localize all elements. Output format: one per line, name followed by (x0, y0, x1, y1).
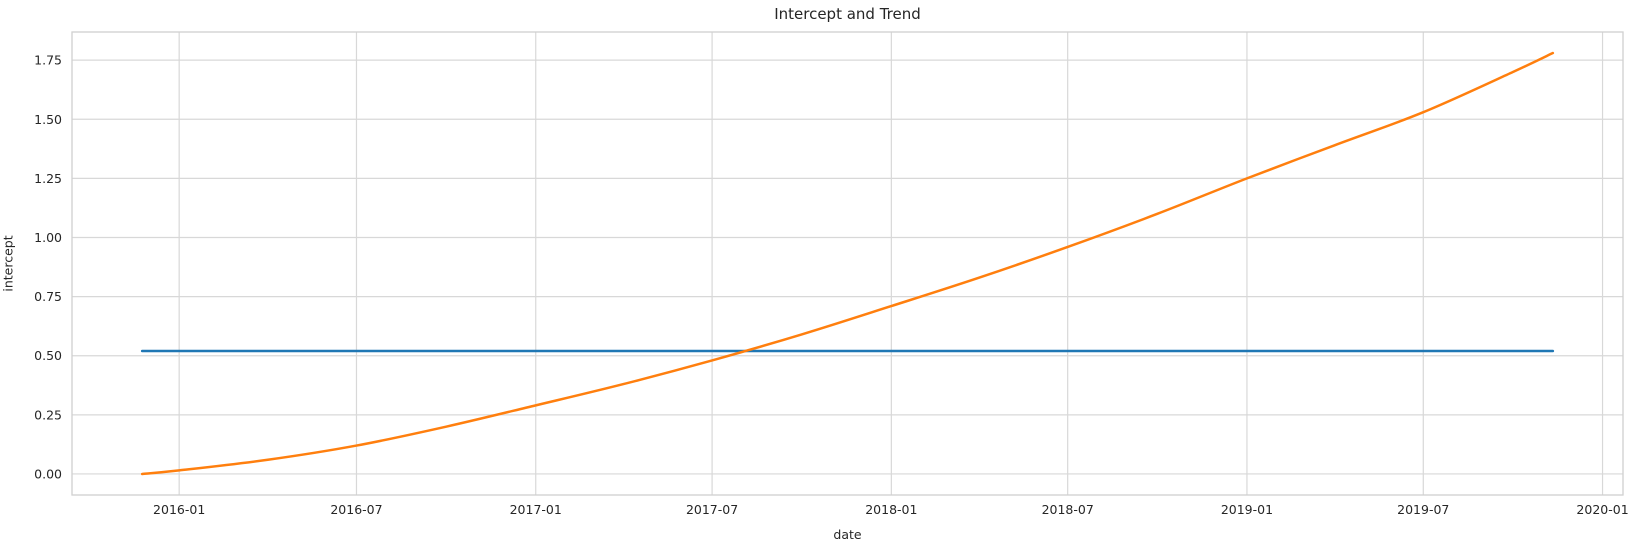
x-tick-label: 2018-07 (1042, 502, 1094, 517)
x-tick-label: 2017-01 (510, 502, 562, 517)
x-tick-label: 2018-01 (865, 502, 917, 517)
y-tick-label: 0.75 (34, 289, 62, 304)
x-tick-label: 2020-01 (1576, 502, 1628, 517)
y-tick-label: 0.00 (34, 466, 62, 481)
x-tick-label: 2016-01 (153, 502, 205, 517)
x-tick-label: 2019-01 (1221, 502, 1273, 517)
series-line-trend (140, 51, 1555, 476)
chart-title: Intercept and Trend (774, 5, 921, 23)
y-tick-label: 1.00 (34, 230, 62, 245)
x-tick-label: 2019-07 (1397, 502, 1449, 517)
axes-frame (71, 31, 1624, 496)
y-tick-label: 0.50 (34, 348, 62, 363)
x-axis-label: date (833, 527, 862, 542)
y-tick-label: 1.75 (34, 53, 62, 68)
y-tick-label: 1.50 (34, 112, 62, 127)
x-tick-label: 2017-07 (686, 502, 738, 517)
y-axis-label: intercept (0, 235, 16, 292)
y-tick-label: 1.25 (34, 171, 62, 186)
x-tick-label: 2016-07 (330, 502, 382, 517)
plot-area (72, 32, 1623, 495)
y-tick-label: 0.25 (34, 407, 62, 422)
